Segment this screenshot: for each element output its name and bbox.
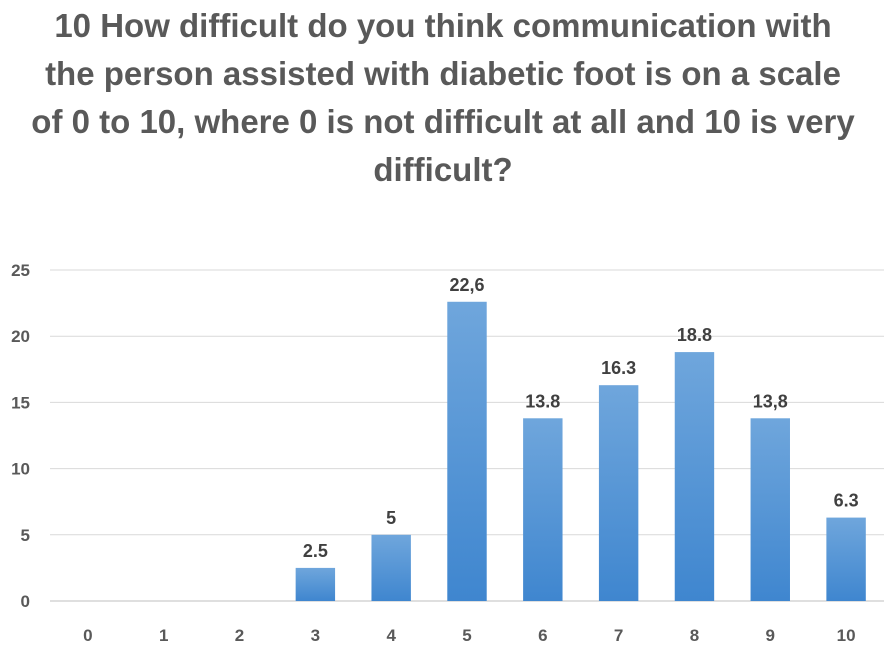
x-tick-label: 10	[837, 626, 856, 645]
x-axis-ticks: 0 1 2 3 4 5 6 7 8 9 10	[83, 626, 855, 645]
bar	[674, 352, 715, 601]
x-tick-label: 0	[83, 626, 92, 645]
data-label: 18.8	[677, 325, 712, 345]
bar	[750, 418, 790, 601]
data-label: 13,8	[753, 391, 788, 411]
x-tick-label: 5	[462, 626, 471, 645]
x-tick-label: 7	[614, 626, 623, 645]
data-label: 16.3	[601, 358, 636, 378]
y-tick-label: 20	[11, 327, 30, 346]
bar	[523, 418, 563, 601]
data-labels: 2.5 5 22,6 13.8 16.3 18.8 13,8 6.3	[303, 275, 859, 561]
x-tick-label: 3	[311, 626, 320, 645]
y-tick-label: 5	[21, 526, 30, 545]
y-tick-label: 15	[11, 393, 30, 412]
data-label: 5	[386, 508, 396, 528]
data-label: 22,6	[449, 275, 484, 295]
y-tick-label: 0	[21, 592, 30, 611]
data-label: 13.8	[525, 391, 560, 411]
x-tick-label: 4	[386, 626, 396, 645]
x-tick-label: 8	[690, 626, 699, 645]
data-label: 6.3	[834, 491, 859, 511]
data-label: 2.5	[303, 541, 328, 561]
bar	[826, 517, 866, 601]
x-tick-label: 9	[766, 626, 775, 645]
bar	[371, 534, 411, 601]
x-tick-label: 2	[235, 626, 244, 645]
y-axis-ticks: 0 5 10 15 20 25	[11, 261, 30, 611]
x-tick-label: 6	[538, 626, 547, 645]
y-tick-label: 25	[11, 261, 30, 280]
chart-title: 10 How difficult do you think communicat…	[31, 7, 855, 188]
y-tick-label: 10	[11, 460, 30, 479]
bar	[447, 301, 487, 601]
bars	[295, 301, 866, 601]
bar	[598, 385, 639, 601]
x-tick-label: 1	[159, 626, 168, 645]
bar	[295, 567, 336, 601]
